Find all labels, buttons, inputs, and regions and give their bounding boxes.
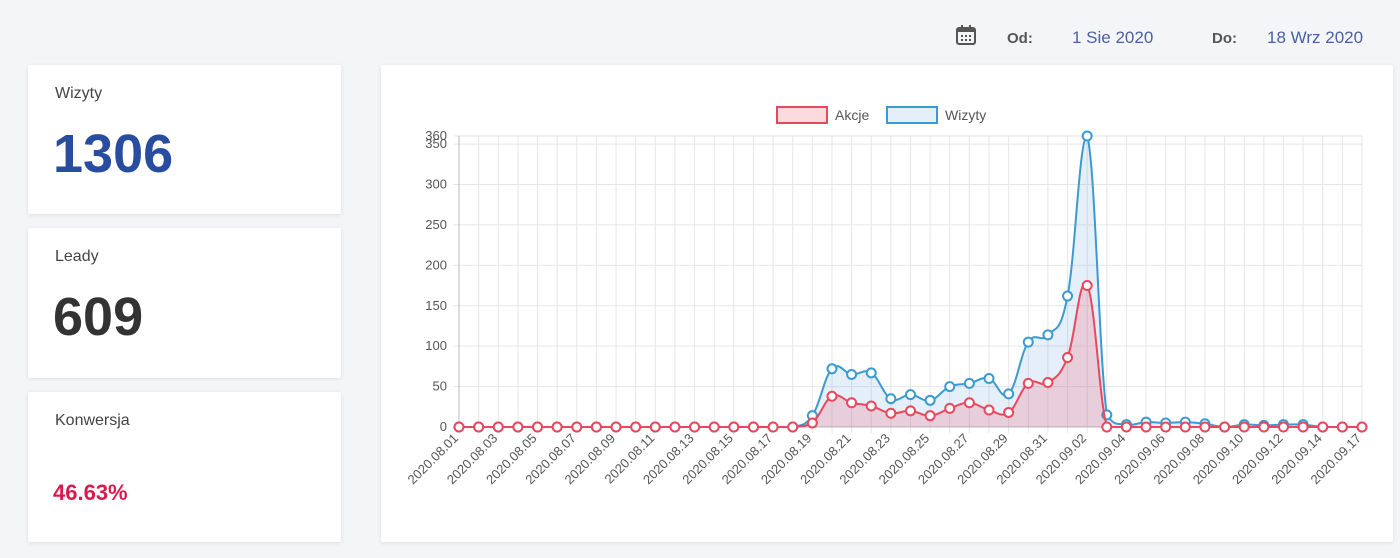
y-tick-label: 300 xyxy=(425,177,447,192)
point-akcje xyxy=(708,421,720,433)
date-from-label: Od: xyxy=(1007,30,1033,47)
y-tick-label: 150 xyxy=(425,298,447,313)
point-akcje xyxy=(747,421,759,433)
point-akcje xyxy=(826,390,838,402)
leads-card: Leady 609 xyxy=(28,228,341,378)
point-akcje xyxy=(1199,421,1211,433)
conversion-value: 46.63% xyxy=(53,480,128,505)
point-akcje xyxy=(532,421,544,433)
point-akcje xyxy=(1238,421,1250,433)
point-akcje xyxy=(983,404,995,416)
point-wizyty xyxy=(905,389,916,401)
y-tick-label: 0 xyxy=(440,419,447,434)
point-akcje xyxy=(512,421,524,433)
point-wizyty xyxy=(983,373,995,384)
point-akcje xyxy=(1317,421,1329,433)
point-akcje xyxy=(1022,377,1034,389)
point-akcje xyxy=(610,421,622,433)
point-akcje xyxy=(473,421,485,433)
point-akcje xyxy=(865,400,877,412)
date-to-label: Do: xyxy=(1212,30,1237,47)
leads-value: 609 xyxy=(53,287,144,347)
point-akcje xyxy=(630,421,642,433)
point-akcje xyxy=(1062,351,1074,363)
point-akcje xyxy=(924,410,936,422)
y-tick-label: 100 xyxy=(425,338,447,353)
calendar-icon[interactable] xyxy=(955,24,977,46)
point-akcje xyxy=(1081,280,1093,292)
point-wizyty xyxy=(1081,130,1093,142)
point-akcje xyxy=(1356,421,1368,433)
point-akcje xyxy=(1219,421,1231,433)
point-akcje xyxy=(551,421,563,433)
point-akcje xyxy=(1101,421,1113,433)
point-akcje xyxy=(767,421,779,433)
point-akcje xyxy=(669,421,681,433)
point-akcje xyxy=(963,397,975,409)
point-akcje xyxy=(1297,421,1309,433)
point-akcje xyxy=(787,421,799,433)
point-wizyty xyxy=(1022,336,1034,348)
point-akcje xyxy=(1179,421,1191,433)
legend-label-akcje: Akcje xyxy=(835,107,869,123)
point-wizyty xyxy=(846,368,858,380)
y-tick-label: 350 xyxy=(425,136,447,151)
date-from-picker[interactable]: 1 Sie 2020 xyxy=(1072,28,1154,47)
point-akcje xyxy=(1160,421,1172,433)
legend-swatch-wizyty xyxy=(886,106,938,124)
point-akcje xyxy=(1277,421,1289,433)
date-to-picker[interactable]: 18 Wrz 2020 xyxy=(1267,28,1364,47)
point-akcje xyxy=(649,421,661,433)
point-wizyty xyxy=(963,377,975,389)
date-range-bar: Od: 1 Sie 2020 Do: 18 Wrz 2020 xyxy=(0,0,1400,64)
conversion-card: Konwersja 46.63% xyxy=(28,392,341,542)
leads-label: Leady xyxy=(55,248,99,265)
point-akcje xyxy=(1042,377,1054,389)
point-akcje xyxy=(1120,421,1132,433)
point-akcje xyxy=(571,421,583,433)
point-akcje xyxy=(1140,421,1152,433)
point-akcje xyxy=(944,402,956,414)
point-wizyty xyxy=(1062,290,1074,302)
y-tick-label: 250 xyxy=(425,217,447,232)
line-chart: 0501001502002503003503602020.08.012020.0… xyxy=(404,106,1368,487)
legend-label-wizyty: Wizyty xyxy=(945,107,986,123)
point-akcje xyxy=(905,405,916,417)
point-akcje xyxy=(1003,406,1015,418)
conversion-label: Konwersja xyxy=(55,412,130,429)
y-tick-label: 50 xyxy=(433,379,447,394)
point-wizyty xyxy=(865,367,877,379)
point-wizyty xyxy=(826,363,838,375)
point-akcje xyxy=(453,421,465,433)
point-akcje xyxy=(1336,421,1348,433)
y-tick-label: 200 xyxy=(425,257,447,272)
point-akcje xyxy=(590,421,602,433)
point-wizyty xyxy=(924,394,936,406)
point-wizyty xyxy=(1042,329,1054,341)
point-akcje xyxy=(492,421,504,433)
point-wizyty xyxy=(944,381,956,393)
point-akcje xyxy=(806,417,818,429)
point-akcje xyxy=(1258,421,1270,433)
visits-card: Wizyty 1306 xyxy=(28,65,341,214)
point-akcje xyxy=(728,421,740,433)
point-wizyty xyxy=(885,393,897,405)
visits-value: 1306 xyxy=(53,124,174,184)
point-akcje xyxy=(846,397,858,409)
y-tick-label: 360 xyxy=(425,128,447,143)
visits-label: Wizyty xyxy=(55,85,103,102)
point-wizyty xyxy=(1003,388,1015,400)
point-akcje xyxy=(689,421,701,433)
legend-swatch-akcje xyxy=(776,106,828,124)
point-akcje xyxy=(885,407,897,419)
